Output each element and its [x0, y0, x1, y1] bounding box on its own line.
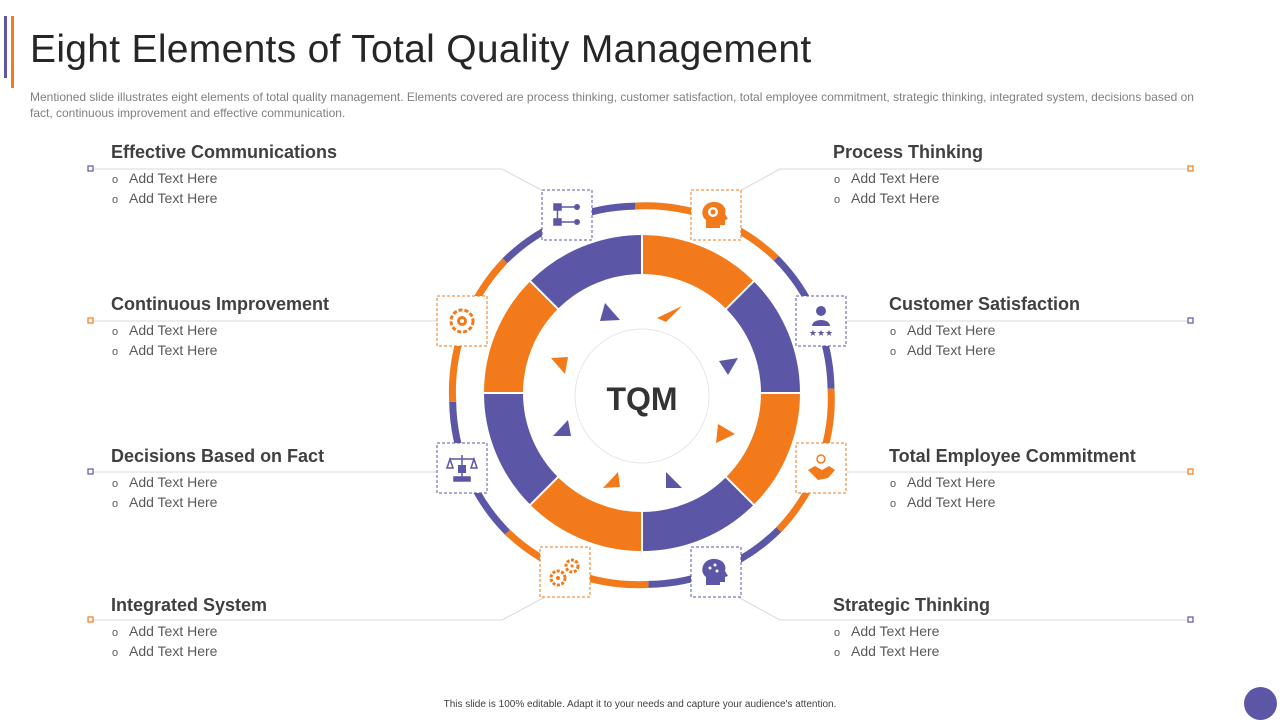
marker-decisions-based-on-fact: [87, 468, 94, 475]
element-title: Continuous Improvement: [111, 294, 330, 314]
element-title: Effective Communications: [111, 142, 338, 162]
list-item: o Add Text Here: [112, 623, 218, 639]
list-item: o Add Text Here: [890, 322, 996, 338]
element-customer-satisfaction: Customer Satisfaction o Add Text Here o Ad…: [889, 294, 1080, 361]
ring-segment-5: [530, 477, 642, 551]
ring-segment-2: [726, 281, 800, 393]
element-integrated-system: Integrated System o Add Text Here o Add Te…: [111, 595, 267, 662]
cycle-arrow-3: [716, 424, 735, 443]
marker-process-thinking: [1187, 165, 1194, 172]
list-item: o Add Text Here: [890, 342, 996, 358]
person-stars-icon: ★★★: [809, 306, 833, 339]
list-item: o Add Text Here: [112, 190, 218, 206]
icon-box-integrated-system: [539, 546, 591, 598]
slide-subtitle: Mentioned slide illustrates eight elemen…: [30, 90, 1194, 120]
scale-icon: [445, 455, 479, 482]
cycle-arrow-2: [719, 358, 738, 375]
handshake-icon: [808, 454, 835, 480]
connector-strategic-thinking: [737, 596, 1190, 621]
element-title: Process Thinking: [833, 142, 984, 162]
cycle-arrow-1: [657, 306, 682, 322]
list-item: o Add Text Here: [112, 342, 218, 358]
list-item: o Add Text Here: [834, 623, 940, 639]
icon-box-process-thinking: [690, 189, 742, 241]
element-title: Integrated System: [111, 595, 268, 615]
marker-strategic-thinking: [1187, 616, 1194, 623]
ring-segment-4: [642, 477, 754, 551]
element-total-employee-commitment: Total Employee Commitment o Add Text Here…: [889, 446, 1136, 513]
list-item: o Add Text Here: [890, 474, 996, 490]
center-label: TQM: [606, 381, 677, 417]
element-title: Customer Satisfaction: [889, 294, 1081, 314]
list-item: o Add Text Here: [112, 170, 218, 186]
icon-box-decisions-based-on-fact: [436, 442, 488, 494]
flowchart-icon: [553, 203, 580, 226]
page-indicator: [1244, 687, 1277, 720]
svg-text:★★★: ★★★: [809, 329, 833, 339]
element-process-thinking: Process Thinking o Add Text Here o Add Tex…: [833, 142, 983, 209]
cycle-arrow-6: [553, 420, 571, 436]
cycle-arrows: [551, 303, 738, 488]
marker-customer-satisfaction: [1187, 317, 1194, 324]
icon-box-continuous-improvement: [436, 295, 488, 347]
head-brain-icon: [702, 558, 728, 585]
ring-segment-1: [642, 235, 754, 309]
gear-cycle-icon: [449, 308, 475, 334]
icon-box-strategic-thinking: [690, 546, 742, 598]
ring-segment-7: [484, 281, 558, 393]
list-item: o Add Text Here: [112, 643, 218, 659]
main-ring: [483, 234, 801, 552]
marker-total-employee-commitment: [1187, 468, 1194, 475]
marker-integrated-system: [87, 616, 94, 623]
connector-effective-communications: [90, 168, 546, 193]
slide-title: Eight Elements of Total Quality Manageme…: [30, 28, 812, 71]
cycle-arrow-4: [666, 472, 682, 488]
connector-process-thinking: [737, 168, 1190, 193]
marker-continuous-improvement: [87, 317, 94, 324]
inner-circle: [574, 328, 710, 464]
ring-segment-8: [530, 235, 642, 309]
icon-box-total-employee-commitment: [795, 442, 847, 494]
element-decisions-based-on-fact: Decisions Based on Fact o Add Text Here o…: [111, 446, 324, 513]
list-item: o Add Text Here: [834, 170, 940, 186]
ring-segment-3: [726, 393, 800, 505]
element-title: Decisions Based on Fact: [111, 446, 325, 466]
list-item: o Add Text Here: [890, 494, 996, 510]
icon-box-customer-satisfaction: ★★★: [795, 295, 847, 347]
cycle-arrow-7: [551, 357, 568, 374]
list-item: o Add Text Here: [834, 643, 940, 659]
list-item: o Add Text Here: [834, 190, 940, 206]
element-title: Strategic Thinking: [833, 595, 991, 615]
gears-icon: [549, 558, 580, 587]
element-strategic-thinking: Strategic Thinking o Add Text Here o Add T…: [833, 595, 990, 662]
list-item: o Add Text Here: [112, 494, 218, 510]
connector-integrated-system: [90, 596, 546, 621]
cycle-arrow-8: [600, 303, 620, 321]
accent-bar-purple: [4, 16, 7, 78]
marker-effective-communications: [87, 165, 94, 172]
footer-note: This slide is 100% editable. Adapt it to…: [443, 699, 837, 710]
ring-segment-6: [484, 393, 558, 505]
cycle-arrow-5: [603, 472, 620, 488]
list-item: o Add Text Here: [112, 322, 218, 338]
icon-box-effective-communications: [541, 189, 593, 241]
accent-bar-orange: [11, 16, 14, 88]
element-title: Total Employee Commitment: [889, 446, 1136, 466]
element-effective-communications: Effective Communications o Add Text Here …: [111, 142, 337, 209]
list-item: o Add Text Here: [112, 474, 218, 490]
head-gear-icon: [702, 201, 728, 228]
